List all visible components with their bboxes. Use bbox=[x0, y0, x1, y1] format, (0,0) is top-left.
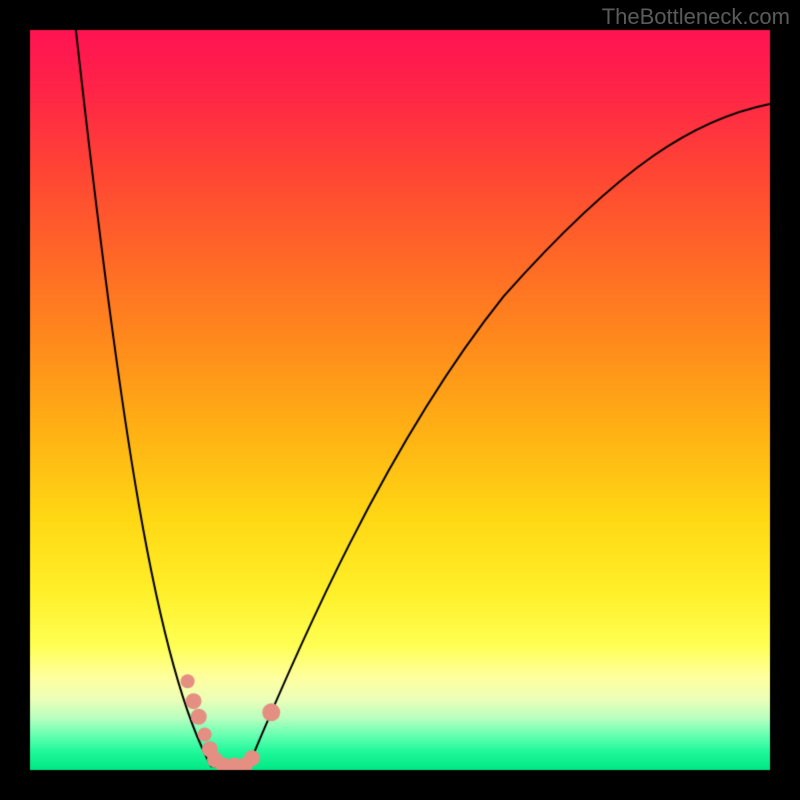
bottleneck-curve-chart bbox=[0, 0, 800, 800]
chart-stage: TheBottleneck.com bbox=[0, 0, 800, 800]
watermark-text: TheBottleneck.com bbox=[602, 4, 790, 30]
